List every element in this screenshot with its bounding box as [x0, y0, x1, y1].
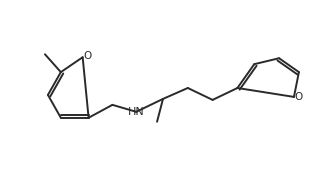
Text: O: O — [295, 92, 303, 102]
Text: HN: HN — [128, 107, 145, 117]
Text: O: O — [84, 51, 92, 61]
